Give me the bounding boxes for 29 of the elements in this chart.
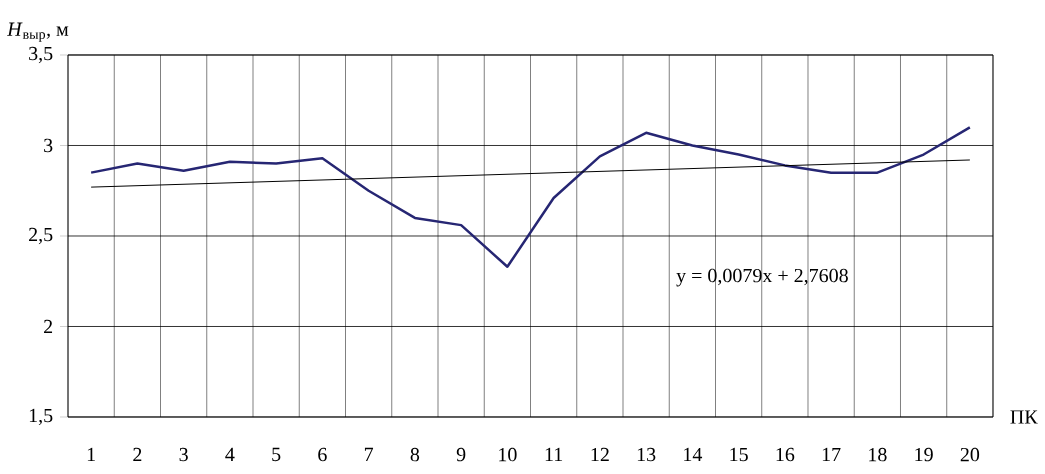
y-tick-label: 3 <box>44 138 53 153</box>
x-tick-label: 9 <box>456 447 466 462</box>
x-tick-label: 17 <box>822 447 841 462</box>
x-tick-label: 20 <box>960 447 980 462</box>
x-tick-label: 8 <box>410 447 420 462</box>
x-tick-label: 10 <box>499 447 517 462</box>
x-tick-label: 2 <box>133 447 142 462</box>
line-series <box>89 126 972 269</box>
x-tick-label: 7 <box>364 447 374 461</box>
y-axis-title: H$_{выр}$, м <box>7 22 69 42</box>
x-tick-label: 18 <box>869 447 887 462</box>
x-tick-label: 14 <box>684 447 703 462</box>
x-tick-label: 1 <box>87 447 95 462</box>
x-tick-label: 15 <box>730 447 748 462</box>
x-tick-label: 12 <box>591 447 609 462</box>
x-tick-label: 16 <box>776 447 795 462</box>
annotation: y = 0,0079x + 2,7608 <box>676 268 848 287</box>
y-tick-label: 2 <box>44 319 53 334</box>
x-tick-label: 6 <box>318 447 327 462</box>
x-tick-label: 4 <box>225 447 235 462</box>
y-tick-label: 1,5 <box>29 408 53 426</box>
x-axis-title: ПК <box>1010 410 1038 424</box>
x-tick-label: 5 <box>272 447 281 462</box>
y-tick-label: 2,5 <box>29 227 53 245</box>
x-tick-label: 19 <box>915 447 933 462</box>
x-tick-label: 11 <box>545 447 563 462</box>
y-tick-label: 3,5 <box>29 46 53 64</box>
x-tick-label: 3 <box>179 447 188 462</box>
x-tick-label: 13 <box>637 447 656 462</box>
